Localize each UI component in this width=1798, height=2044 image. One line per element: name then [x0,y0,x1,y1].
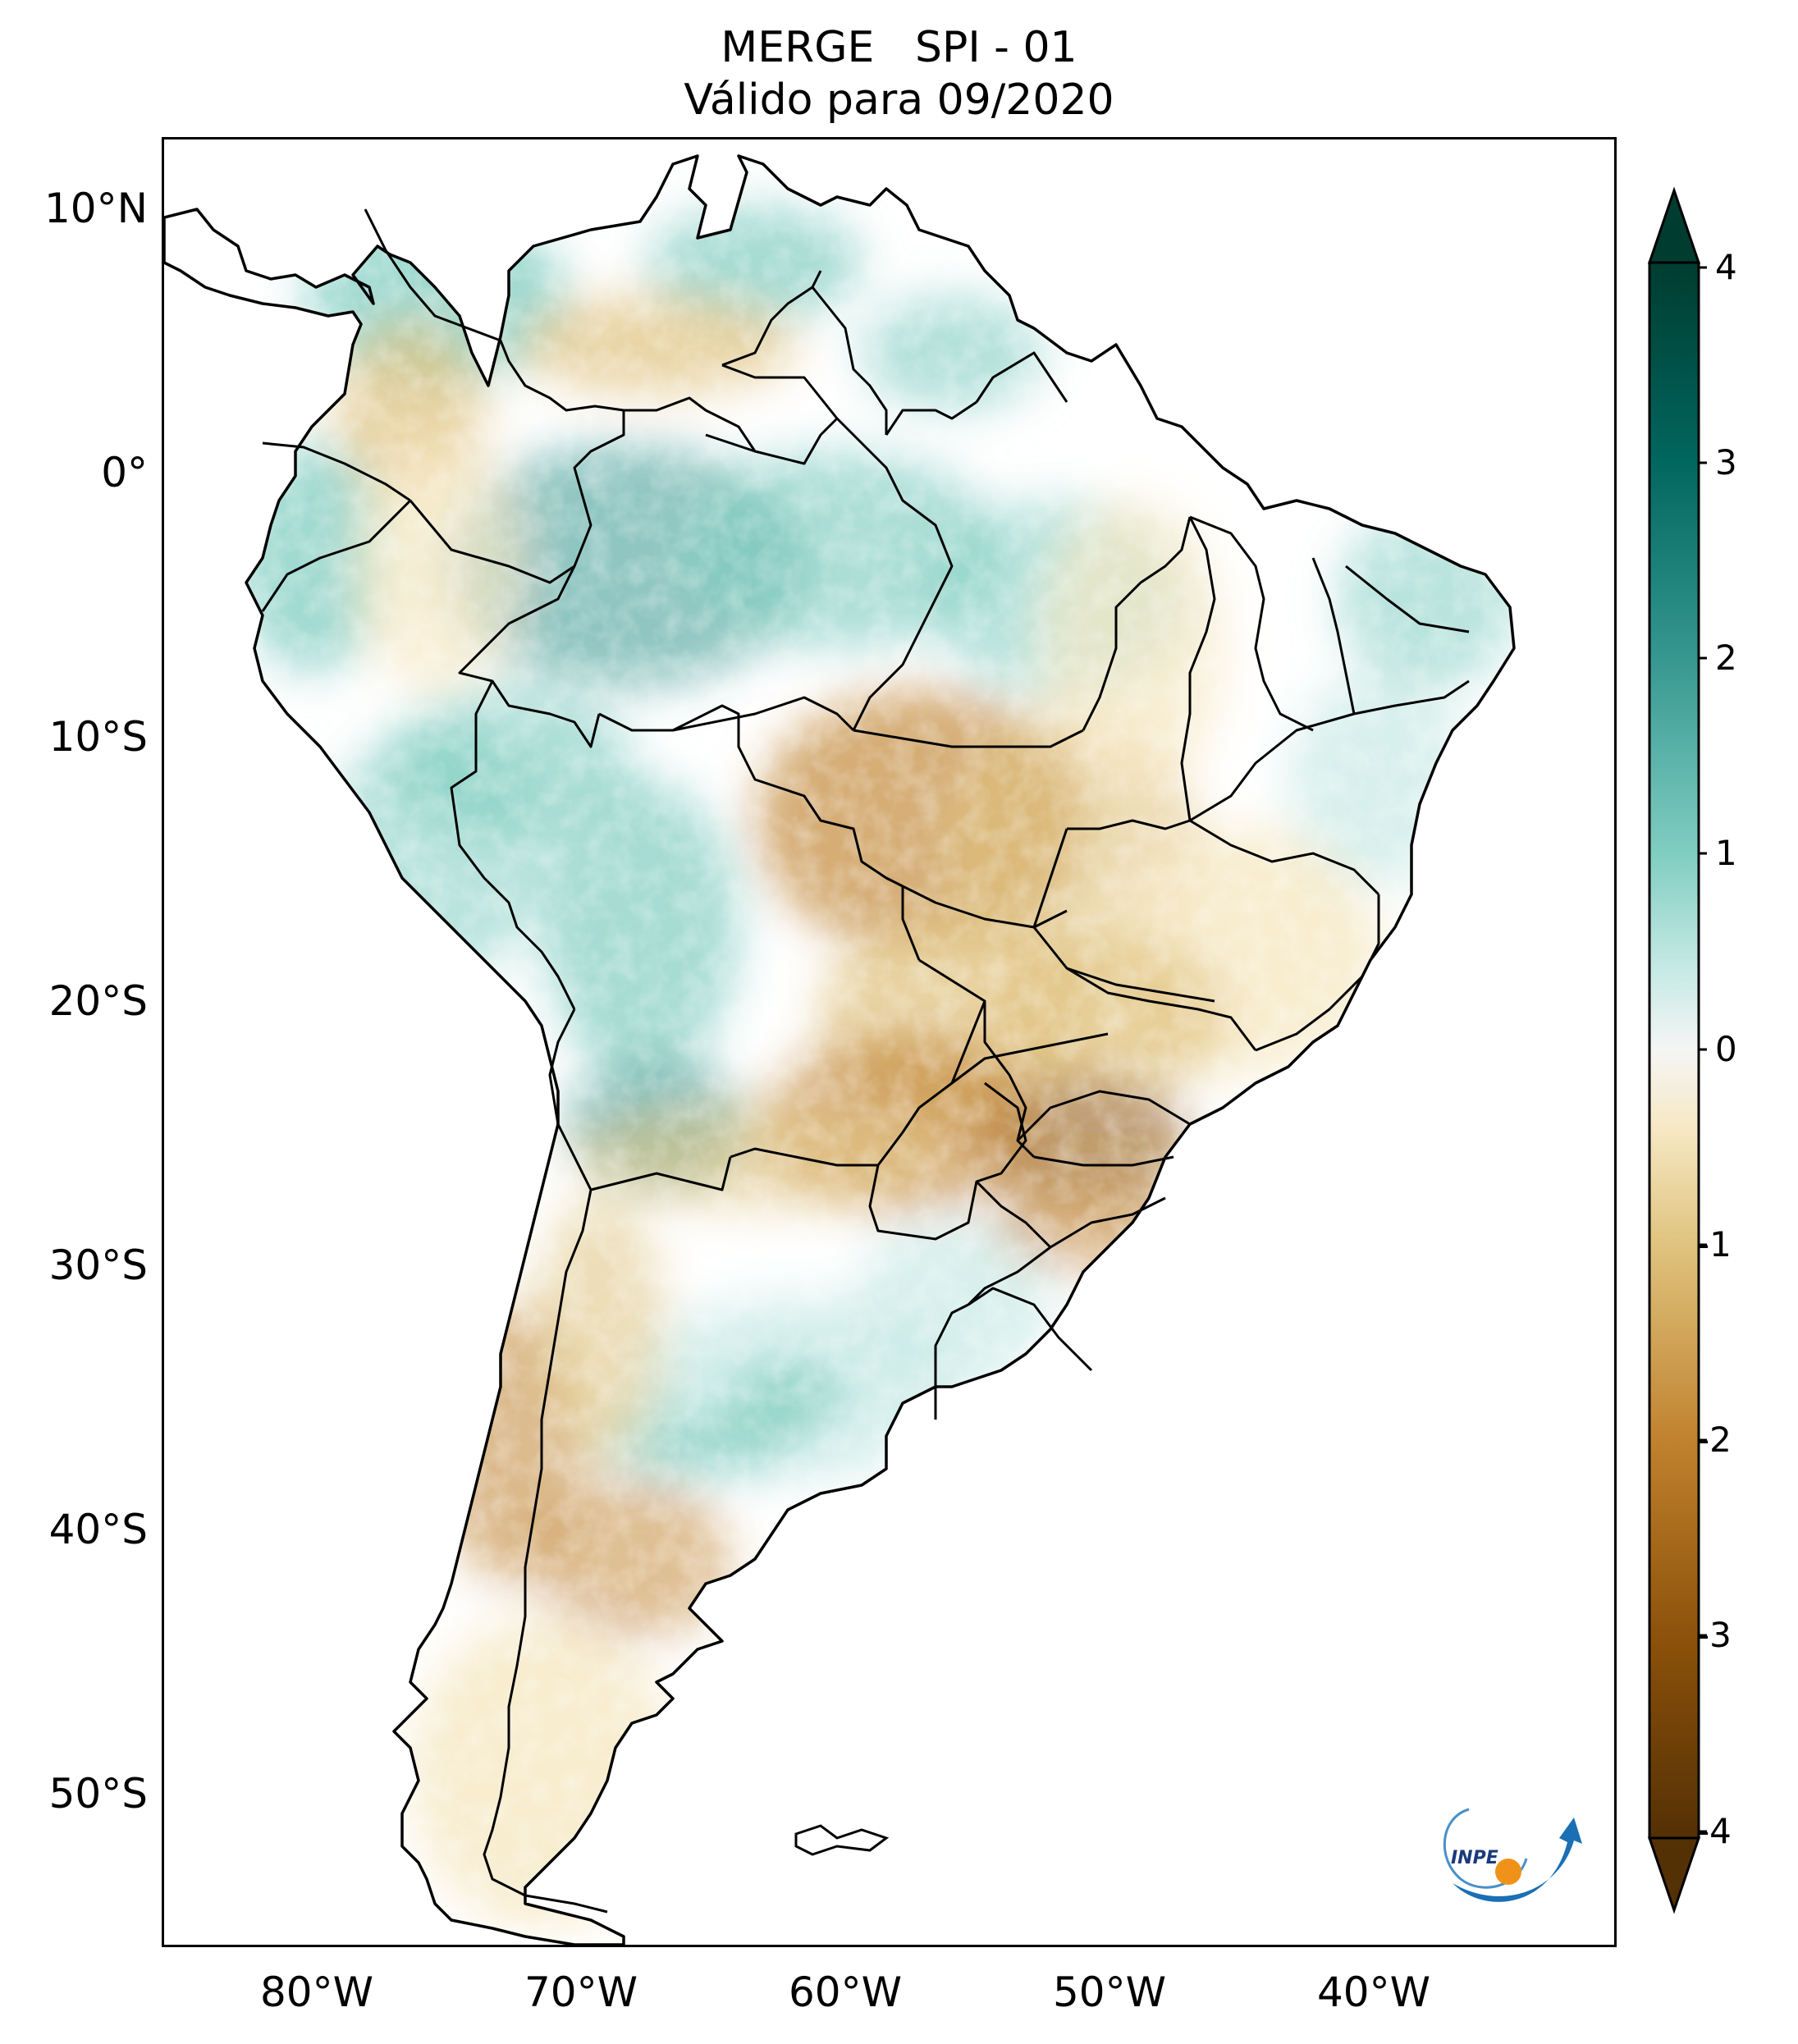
border-minas-sp [1066,967,1257,1051]
lat-label-40s: 40°S [48,1506,148,1553]
border-suriname-fguiana [885,400,977,436]
political-boundaries [261,208,1470,1914]
border-argentina-uruguay [934,1303,969,1420]
lat-label-10n: 10°N [43,185,148,232]
lon-label-50w: 50°W [1052,1969,1167,2016]
border-maranhao-piaui [1189,515,1314,732]
colorbar-top-extend [1647,186,1701,264]
border-peru-bolivia [450,680,576,1010]
lat-label-10s: 10°S [48,713,148,761]
falkland-islands [794,1824,890,1856]
inpe-logo-sun [1495,1859,1521,1885]
colorbar-tick-marks [1699,266,1707,1833]
colorbar-tick-0: 0 [1715,1029,1737,1069]
border-guyana-suriname [811,286,888,435]
colorbar-tick-4: 4 [1715,247,1737,287]
border-sc-rs [1050,1196,1166,1249]
colorbar-tick-3: 3 [1715,442,1737,482]
colorbar-tick-neg1: -1 [1697,1224,1732,1264]
map-frame [162,137,1617,1947]
border-chile-argentina [483,1189,608,1914]
inpe-logo: INPE [1443,1808,1582,1902]
border-bolivia-chile [548,1008,592,1191]
coastline [164,154,1516,1945]
grain-texture [164,156,1514,1945]
border-ceara-rn-pb [1345,565,1470,633]
border-brazil-uruguay [968,1287,1093,1372]
border-colombia-venezuela [364,208,624,412]
border-ecuador-peru [261,499,412,612]
border-minas-rj-es [1255,894,1380,1052]
border-ms-sp [951,1032,1109,1085]
map-title-line1: MERGE SPI - 01 [721,23,1077,72]
border-colombia-peru [409,410,625,584]
border-tocantins-goias [1067,819,1191,830]
border-bahia-minas [1189,819,1380,896]
border-amazonas-para [835,417,954,731]
border-amazonas-rondonia [672,696,855,732]
border-para-tocantins [1082,516,1192,731]
colorbar-bottom-extend [1647,1836,1701,1914]
border-bolivia-paraguay [730,958,986,1167]
inpe-logo-text: INPE [1451,1848,1498,1868]
border-fguiana-amapa [975,351,1068,403]
map-canvas [164,154,1516,1945]
border-sp-parana [1016,1090,1191,1142]
border-mt-ms [885,876,1068,929]
colorbar [1647,186,1707,1914]
map-title-line2: Válido para 09/2020 [684,75,1114,125]
border-piaui-ceara [1311,557,1356,715]
lon-label-80w: 80°W [259,1969,374,2016]
border-para-mt [853,729,1084,748]
inpe-logo-swoosh [1453,1818,1582,1902]
border-bolivia-argentina [590,1156,732,1191]
border-tocantins-maranhao [1180,516,1216,821]
lon-label-70w: 70°W [524,1969,638,2016]
border-para-amapa-roraima [705,433,756,453]
lon-label-40w: 40°W [1316,1969,1431,2016]
border-parana-sc [1033,1155,1174,1167]
border-pe-al-se [1353,679,1470,716]
border-venezuela-guyana [721,270,822,367]
lat-label-50s: 50°S [48,1770,148,1818]
colorbar-tick-neg4: -4 [1697,1811,1732,1851]
colorbar-tick-neg3: -3 [1697,1615,1732,1655]
lat-label-30s: 30°S [48,1241,148,1289]
lon-label-60w: 60°W [788,1969,903,2016]
colorbar-tick-2: 2 [1715,638,1737,678]
border-colombia-ecuador [262,441,411,502]
colorbar-tick-neg2: -2 [1697,1420,1732,1460]
border-paraguay-brazil [983,1001,1036,1159]
lat-label-0: 0° [101,449,148,496]
lat-label-20s: 20°S [48,977,148,1025]
border-venezuela-brazil [624,364,839,465]
colorbar-tick-1: 1 [1715,833,1737,873]
border-bahia [1189,712,1355,822]
colorbar-gradient [1648,261,1700,1840]
